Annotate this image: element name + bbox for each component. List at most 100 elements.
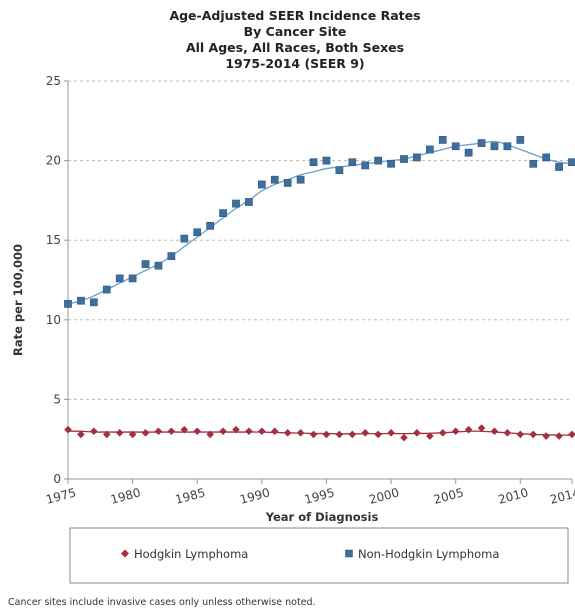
- point-nhl-1994: [309, 158, 318, 167]
- point-nhl-1983: [167, 252, 176, 260]
- legend-nhl-marker: [345, 549, 353, 558]
- point-nhl-2001: [400, 155, 408, 163]
- point-nhl-2014: [568, 158, 575, 167]
- point-nhl-1991: [270, 175, 279, 184]
- x-tick-label-1975: 1975: [44, 485, 77, 506]
- x-tick-label-2014: 2014: [548, 485, 575, 506]
- point-hodgkin-1979: [115, 429, 124, 437]
- point-nhl-1988: [232, 199, 240, 208]
- y-tick-label-15: 15: [46, 233, 61, 247]
- x-tick-label-2010: 2010: [497, 485, 530, 506]
- point-hodgkin-1976: [77, 430, 85, 439]
- point-nhl-1998: [361, 161, 370, 170]
- point-hodgkin-1997: [348, 430, 357, 439]
- point-nhl-2003: [425, 145, 434, 154]
- point-nhl-2007: [477, 139, 486, 147]
- y-tick-label-25: 25: [46, 74, 61, 88]
- title-line-1: Age-Adjusted SEER Incidence Rates: [169, 8, 420, 23]
- chart-title: Age-Adjusted SEER Incidence Rates By Can…: [169, 8, 420, 71]
- point-hodgkin-2005: [451, 427, 460, 436]
- point-nhl-2009: [503, 142, 512, 151]
- gridlines: [68, 80, 572, 400]
- point-hodgkin-2001: [400, 433, 408, 442]
- point-nhl-1999: [374, 156, 383, 165]
- x-axis-title: Year of Diagnosis: [265, 510, 379, 524]
- point-hodgkin-2011: [529, 430, 538, 439]
- point-nhl-1977: [89, 298, 98, 307]
- point-nhl-2008: [490, 142, 499, 151]
- point-hodgkin-2012: [542, 432, 550, 440]
- x-tick-label-1990: 1990: [238, 485, 271, 506]
- point-nhl-1987: [219, 209, 227, 217]
- point-nhl-2000: [387, 159, 395, 168]
- y-axis-title: Rate per 100,000: [11, 244, 25, 356]
- point-hodgkin-2010: [516, 430, 525, 439]
- y-tick-label-5: 5: [53, 392, 61, 406]
- x-tick-label-1985: 1985: [174, 485, 207, 506]
- point-hodgkin-1999: [374, 430, 382, 439]
- point-hodgkin-2014: [568, 430, 575, 439]
- point-hodgkin-1998: [361, 429, 370, 437]
- point-nhl-1997: [348, 158, 357, 167]
- legend-hodgkin-marker: [121, 549, 129, 558]
- x-tick-label-2000: 2000: [367, 485, 400, 506]
- point-hodgkin-1996: [335, 430, 344, 439]
- point-hodgkin-1986: [206, 430, 214, 439]
- axes: 0 5 10 15 20 25 1975 1980 1985 1990 1995 2000 2005 20…: [44, 74, 575, 507]
- trend-lines: [67, 140, 573, 436]
- point-nhl-1975: [64, 300, 72, 308]
- point-nhl-1980: [128, 274, 137, 283]
- legend-box: [69, 527, 569, 584]
- point-hodgkin-1993: [296, 429, 305, 437]
- point-nhl-1979: [115, 274, 124, 283]
- title-line-2: By Cancer Site: [244, 24, 347, 39]
- point-hodgkin-1982: [154, 427, 163, 436]
- point-hodgkin-2003: [426, 432, 434, 440]
- trend-line-hodgkin: [67, 430, 573, 436]
- point-nhl-2006: [464, 148, 473, 157]
- point-hodgkin-1985: [193, 427, 202, 436]
- point-nhl-2012: [542, 153, 551, 162]
- point-nhl-1993: [296, 175, 305, 184]
- point-hodgkin-2013: [555, 432, 563, 440]
- data-markers: [64, 136, 575, 442]
- footnote: Cancer sites include invasive cases only…: [8, 597, 316, 608]
- point-hodgkin-2007: [477, 424, 486, 432]
- trend-line-nhl: [67, 140, 573, 305]
- point-nhl-2013: [555, 163, 563, 171]
- point-hodgkin-1994: [309, 430, 318, 439]
- y-tick-label-0: 0: [53, 472, 61, 486]
- x-tick-label-2005: 2005: [432, 485, 465, 506]
- point-hodgkin-2004: [438, 429, 447, 437]
- point-hodgkin-2009: [503, 429, 512, 437]
- point-hodgkin-1981: [141, 429, 150, 437]
- x-tick-label-1980: 1980: [109, 485, 142, 506]
- point-hodgkin-1978: [102, 430, 111, 439]
- legend: Hodgkin Lymphoma Non-Hodgkin Lymphoma: [69, 527, 569, 584]
- point-nhl-1976: [77, 296, 85, 305]
- point-nhl-1995: [322, 156, 331, 165]
- point-hodgkin-2002: [413, 429, 421, 437]
- point-nhl-1986: [206, 222, 215, 230]
- point-hodgkin-1987: [219, 427, 227, 436]
- point-nhl-1996: [335, 166, 344, 175]
- legend-nhl-label: Non-Hodgkin Lymphoma: [358, 547, 499, 561]
- title-line-3: All Ages, All Races, Both Sexes: [186, 40, 404, 55]
- point-nhl-2005: [451, 142, 460, 151]
- point-hodgkin-2006: [464, 425, 473, 434]
- point-hodgkin-1991: [270, 427, 279, 436]
- point-nhl-1989: [245, 198, 253, 206]
- point-hodgkin-1988: [232, 425, 240, 434]
- point-nhl-1992: [283, 179, 292, 187]
- point-nhl-2004: [438, 136, 447, 144]
- point-hodgkin-1983: [167, 427, 176, 436]
- y-tick-label-10: 10: [46, 313, 61, 327]
- point-nhl-2002: [413, 153, 421, 162]
- legend-hodgkin-label: Hodgkin Lymphoma: [134, 547, 248, 561]
- point-hodgkin-2008: [490, 427, 499, 436]
- point-nhl-1990: [257, 180, 266, 189]
- y-tick-label-20: 20: [46, 154, 61, 168]
- point-hodgkin-1992: [283, 429, 292, 437]
- point-hodgkin-1984: [180, 425, 189, 434]
